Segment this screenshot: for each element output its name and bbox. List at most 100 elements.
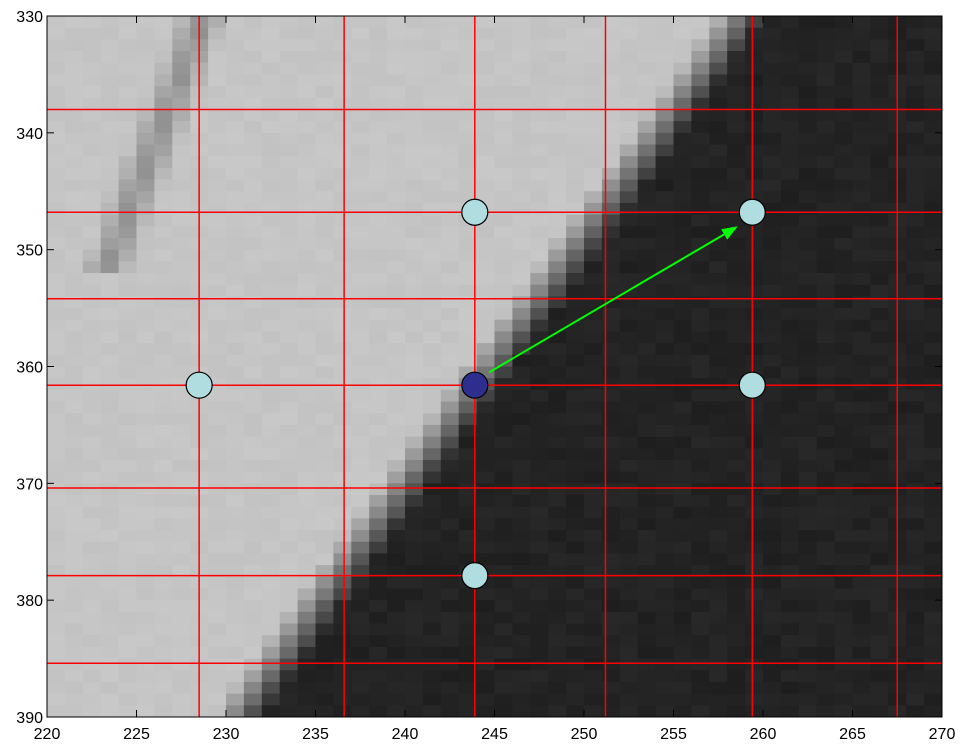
image-pixel: [83, 63, 102, 75]
image-pixel: [656, 203, 675, 215]
image-pixel: [763, 390, 782, 402]
image-pixel: [244, 74, 263, 86]
image-pixel: [781, 670, 800, 682]
image-pixel: [512, 612, 531, 624]
image-pixel: [208, 635, 227, 647]
image-pixel: [154, 460, 173, 472]
image-pixel: [745, 250, 764, 262]
image-pixel: [674, 51, 693, 63]
image-pixel: [530, 145, 549, 157]
image-pixel: [566, 273, 585, 285]
image-pixel: [620, 507, 639, 519]
image-pixel: [817, 145, 836, 157]
image-pixel: [423, 180, 442, 192]
image-pixel: [530, 74, 549, 86]
image-pixel: [620, 659, 639, 671]
image-pixel: [745, 472, 764, 484]
image-pixel: [405, 705, 424, 717]
image-pixel: [405, 518, 424, 530]
image-pixel: [244, 355, 263, 367]
image-pixel: [656, 156, 675, 168]
image-pixel: [817, 4, 836, 16]
image-pixel: [208, 320, 227, 332]
image-pixel: [208, 367, 227, 379]
image-pixel: [942, 425, 961, 437]
image-pixel: [298, 133, 317, 145]
image-pixel: [101, 86, 120, 98]
image-pixel: [495, 378, 514, 390]
image-pixel: [333, 694, 352, 706]
image-pixel: [208, 51, 227, 63]
image-pixel: [656, 180, 675, 192]
image-pixel: [727, 168, 746, 180]
image-pixel: [691, 86, 710, 98]
image-pixel: [137, 156, 156, 168]
image-pixel: [620, 28, 639, 40]
image-pixel: [942, 483, 961, 495]
image-pixel: [638, 74, 657, 86]
image-pixel: [119, 343, 138, 355]
image-pixel: [47, 413, 66, 425]
image-pixel: [119, 378, 138, 390]
image-pixel: [548, 121, 567, 133]
image-pixel: [369, 542, 388, 554]
image-pixel: [942, 600, 961, 612]
image-pixel: [853, 16, 872, 28]
image-pixel: [495, 226, 514, 238]
image-pixel: [602, 705, 621, 717]
image-pixel: [477, 437, 496, 449]
image-pixel: [83, 612, 102, 624]
image-pixel: [817, 238, 836, 250]
image-pixel: [262, 577, 281, 589]
image-pixel: [441, 460, 460, 472]
image-pixel: [835, 331, 854, 343]
image-pixel: [190, 717, 209, 729]
image-pixel: [137, 250, 156, 262]
image-pixel: [333, 86, 352, 98]
image-pixel: [280, 238, 299, 250]
image-pixel: [602, 4, 621, 16]
image-pixel: [924, 378, 943, 390]
image-pixel: [298, 437, 317, 449]
image-pixel: [369, 109, 388, 121]
image-pixel: [351, 39, 370, 51]
image-pixel: [101, 285, 120, 297]
image-pixel: [47, 705, 66, 717]
image-pixel: [566, 694, 585, 706]
image-pixel: [638, 448, 657, 460]
image-pixel: [172, 355, 191, 367]
image-pixel: [835, 460, 854, 472]
image-pixel: [495, 495, 514, 507]
image-pixel: [674, 612, 693, 624]
image-pixel: [244, 203, 263, 215]
image-pixel: [584, 635, 603, 647]
image-pixel: [853, 670, 872, 682]
image-pixel: [101, 448, 120, 460]
image-pixel: [405, 390, 424, 402]
image-pixel: [924, 86, 943, 98]
image-pixel: [83, 180, 102, 192]
image-pixel: [83, 530, 102, 542]
image-pixel: [763, 215, 782, 227]
image-pixel: [602, 180, 621, 192]
image-pixel: [942, 694, 961, 706]
image-pixel: [208, 285, 227, 297]
image-pixel: [817, 507, 836, 519]
image-pixel: [691, 39, 710, 51]
image-pixel: [405, 39, 424, 51]
image-pixel: [906, 367, 925, 379]
image-pixel: [745, 460, 764, 472]
image-pixel: [29, 180, 47, 192]
image-pixel: [638, 542, 657, 554]
image-pixel: [83, 588, 102, 600]
image-pixel: [298, 705, 317, 717]
image-pixel: [351, 74, 370, 86]
image-pixel: [405, 273, 424, 285]
image-pixel: [262, 215, 281, 227]
image-pixel: [495, 472, 514, 484]
image-pixel: [137, 542, 156, 554]
image-pixel: [262, 378, 281, 390]
image-pixel: [495, 577, 514, 589]
image-pixel: [172, 98, 191, 110]
image-pixel: [512, 261, 531, 273]
